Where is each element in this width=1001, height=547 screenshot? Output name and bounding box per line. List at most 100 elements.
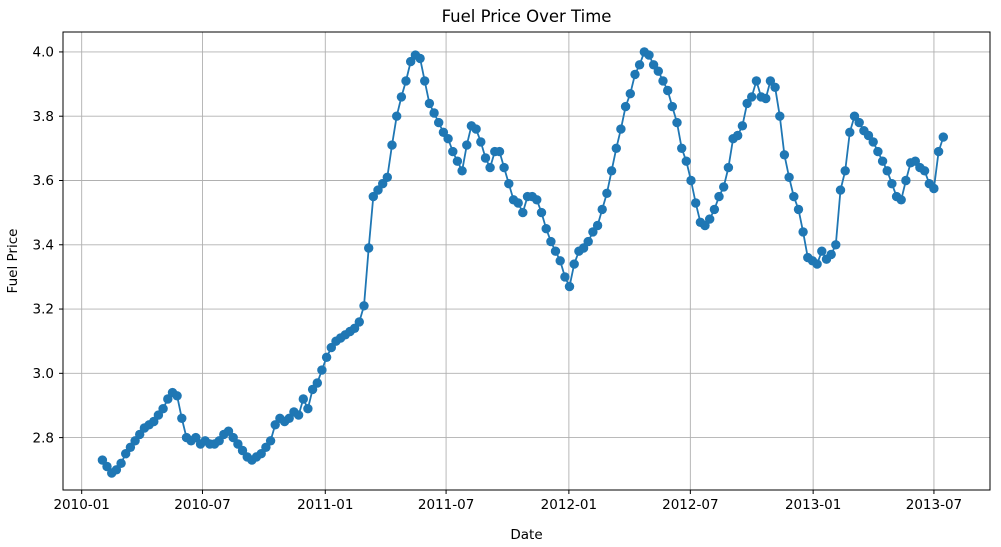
data-point [793,204,804,215]
tick-label-layer: 2010-01 2010-07 2011-01 2011-07 2012-01 2012-… [33,45,963,513]
data-point [396,92,407,102]
data-point [434,117,444,128]
data-point [606,166,617,176]
data-point [868,137,878,147]
data-point [840,166,850,176]
data-point [784,172,794,182]
data-point [172,391,182,401]
data-point [293,410,304,420]
data-point [658,76,668,86]
data-point [751,76,762,86]
data-point [789,191,799,202]
data-point [882,166,892,176]
chart-title: Fuel Price Over Time [442,7,612,26]
data-point [480,153,491,163]
data-point [733,130,743,141]
data-point [518,207,528,218]
data-point [723,162,734,173]
data-point [691,198,701,208]
data-point [359,301,369,311]
data-point [877,156,888,166]
data-point [476,137,486,147]
data-point [919,166,930,176]
data-point [443,134,453,144]
data-point [312,378,322,388]
data-point [770,82,780,93]
data-point [644,50,654,60]
data-point [602,188,612,198]
data-point [896,195,906,205]
data-point [261,442,271,452]
data-point [798,227,808,237]
data-point [714,191,724,202]
data-point [817,246,827,256]
data-point [546,236,556,247]
data-point [742,98,752,109]
data-point [775,111,785,121]
y-tick-label: 3.8 [33,109,54,125]
data-point [854,117,864,128]
data-point [634,60,645,70]
y-tick-label: 3.4 [33,237,54,253]
data-point [270,420,280,430]
data-point [424,98,435,109]
data-point [938,132,948,142]
data-point [569,259,579,269]
data-point [663,85,673,96]
data-point [812,259,822,269]
data-point [420,76,430,86]
data-point [597,204,607,215]
data-point [368,191,378,202]
data-point [317,365,327,375]
data-point [901,175,911,186]
data-point [392,111,402,121]
y-tick-label: 3.2 [33,302,54,318]
data-point [929,183,939,194]
data-point [686,175,696,186]
data-point [457,166,467,176]
series-layer [97,47,948,478]
x-tick-label: 2013-07 [906,497,962,513]
data-point [513,198,523,208]
data-point [681,156,691,166]
data-point [158,404,168,414]
data-point [387,140,397,150]
data-point [667,101,677,112]
data-point [625,89,635,99]
x-axis-label: Date [510,527,542,543]
y-tick-label: 3.0 [33,366,54,382]
data-point [826,249,836,260]
grid-layer [63,32,990,490]
data-point [536,207,547,218]
data-point [719,182,729,192]
data-point [354,317,364,327]
data-point [471,124,481,134]
data-point [616,124,626,134]
y-tick-label: 2.8 [33,430,54,446]
data-point [737,121,748,131]
y-axis-label: Fuel Price [5,229,21,294]
data-point [583,236,593,247]
data-point [677,143,687,153]
data-point [672,117,682,128]
data-point [298,394,308,404]
data-point [555,256,565,266]
data-point [452,156,463,166]
data-point [499,162,509,173]
data-point [592,220,603,231]
data-point [761,93,771,104]
data-point [448,146,458,157]
x-tick-label: 2012-07 [662,497,718,513]
data-point [462,140,472,150]
data-point [494,146,505,157]
data-point [779,150,790,160]
data-point [504,179,514,189]
data-point [485,162,495,173]
data-point [265,436,276,446]
data-point [111,465,122,475]
data-point [933,146,944,157]
axes-layer [59,31,991,494]
data-point [532,195,542,205]
data-point [835,185,846,195]
